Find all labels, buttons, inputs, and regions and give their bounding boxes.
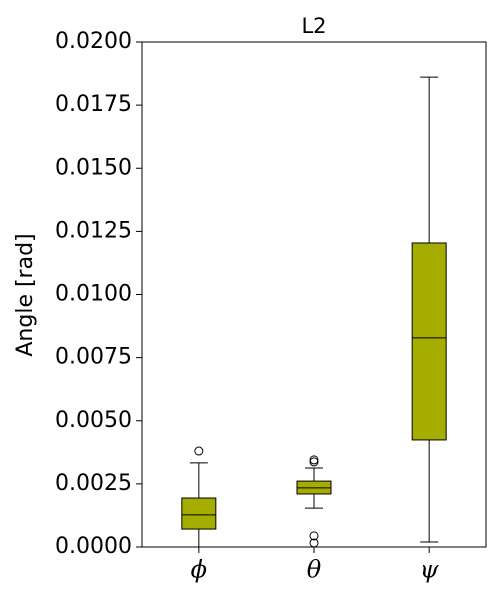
box — [181, 497, 217, 530]
y-tick-label: 0.0125 — [55, 218, 132, 243]
y-tick-label: 0.0100 — [55, 282, 132, 307]
flier — [309, 455, 319, 465]
y-tick-label: 0.0000 — [55, 534, 132, 559]
flier — [194, 446, 204, 456]
y-tick-label: 0.0050 — [55, 408, 132, 433]
x-tick-label: ϕ — [191, 556, 207, 584]
y-tick-label: 0.0025 — [55, 471, 132, 496]
x-tick-label: θ — [307, 556, 322, 584]
flier — [309, 538, 319, 548]
y-tick-label: 0.0175 — [55, 92, 132, 117]
flier — [309, 531, 319, 541]
y-tick-label: 0.0200 — [55, 29, 132, 54]
chart-title: L2 — [301, 14, 326, 38]
y-axis-label: Angle [rad] — [13, 233, 38, 356]
flier — [309, 457, 319, 467]
x-tick-label: ψ — [420, 556, 440, 584]
y-tick-label: 0.0075 — [55, 345, 132, 370]
box — [411, 242, 447, 441]
y-tick-label: 0.0150 — [55, 155, 132, 180]
